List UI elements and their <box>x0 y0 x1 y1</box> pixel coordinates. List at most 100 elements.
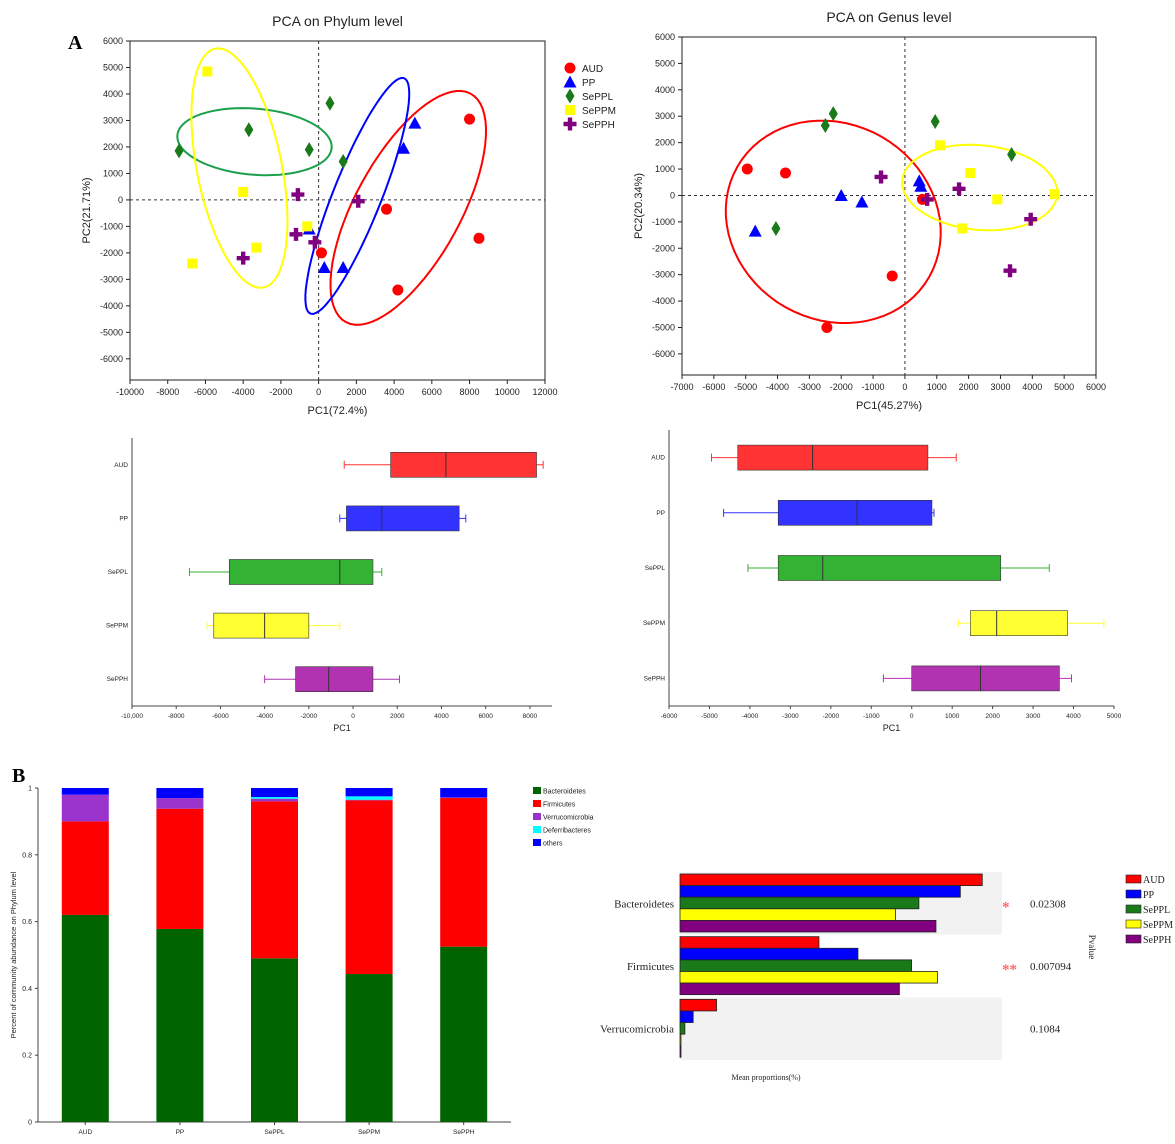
bar-aud-firmicutes <box>679 936 820 949</box>
x-axis-label: PC1 <box>333 723 351 733</box>
x-tick-label: 10000 <box>495 387 520 397</box>
box-aud <box>737 444 929 471</box>
y-tick-label: -5000 <box>100 327 123 337</box>
x-tick-label: 5000 <box>1054 382 1074 392</box>
x-tick-label: 12000 <box>532 387 557 397</box>
y-tick-label: 1000 <box>655 164 675 174</box>
bar-verrucomicrobia-aud <box>61 794 109 822</box>
bar-seppl-firmicutes <box>679 959 912 972</box>
x-tick-label: 4000 <box>1022 382 1042 392</box>
y-tick-label: 0 <box>118 195 123 205</box>
group-label-seppm: SePPM <box>643 620 665 627</box>
box-pp <box>777 499 933 526</box>
confidence-ellipse-aud <box>329 90 488 326</box>
point-seppm <box>187 258 198 269</box>
y-tick-label: 0.4 <box>22 986 32 993</box>
bar-deferribacteres-seppm <box>345 796 393 800</box>
point-seppm <box>251 242 262 253</box>
legend-label-seppl: SePPL <box>1143 905 1170 916</box>
y-axis-label: PC2(21.71%) <box>81 177 93 243</box>
y-tick-label: 4000 <box>655 85 675 95</box>
x-tick-label: SePPM <box>358 1129 380 1136</box>
group-label-seppl: SePPL <box>645 565 666 572</box>
x-tick-label: -2000 <box>301 713 318 720</box>
group-label-seppl: SePPL <box>108 569 129 576</box>
legend-marker-aud <box>564 62 576 74</box>
boxplot-phylum-chart: -10,000 -8000 -6000 -4000 -2000 0 2000 4000 6000… <box>106 438 552 733</box>
x-tick-label: 8000 <box>460 387 480 397</box>
legend-swatch-others <box>533 839 541 846</box>
bar-others-seppl <box>251 788 298 798</box>
y-tick-label: 6000 <box>655 32 675 42</box>
x-axis-label: PC1(45.27%) <box>856 400 922 412</box>
pvalue-verrucomicrobia: 0.1084 <box>1030 1024 1061 1036</box>
legend-swatch-bacteroidetes <box>533 787 541 794</box>
x-tick-label: -5000 <box>701 713 718 720</box>
bar-pp-bacteroidetes <box>679 885 961 898</box>
y-tick-label: -6000 <box>100 354 123 364</box>
x-tick-label: 6000 <box>422 387 442 397</box>
x-axis-label: PC1 <box>883 723 901 733</box>
point-seppl <box>244 122 254 138</box>
bar-bacteroidetes-sepph <box>440 946 488 1122</box>
point-pp <box>317 260 331 273</box>
legend-swatch-verrucomicrobia <box>533 813 541 820</box>
point-sepph <box>236 251 250 265</box>
point-pp <box>397 141 411 154</box>
x-tick-label: 0 <box>902 382 907 392</box>
x-tick-label: -5000 <box>734 382 757 392</box>
panel-label-b: B <box>12 765 25 787</box>
legend-label-others: others <box>543 841 563 848</box>
x-tick-label: -2000 <box>823 713 840 720</box>
point-aud <box>392 284 404 296</box>
y-tick-label: 6000 <box>103 36 123 46</box>
bar-others-aud <box>61 788 109 795</box>
confidence-ellipse-aud <box>724 119 942 324</box>
box-pp <box>346 505 460 532</box>
y-tick-label: 0.8 <box>22 852 32 859</box>
point-seppl <box>325 95 335 111</box>
x-tick-label: -6000 <box>702 382 725 392</box>
y-tick-label: -1000 <box>652 217 675 227</box>
bar-aud-verrucomicrobia <box>679 998 717 1012</box>
significance-firmicutes: ** <box>1002 962 1017 978</box>
x-tick-label: PP <box>176 1129 185 1136</box>
box-aud <box>390 451 537 478</box>
y-tick-label: 2000 <box>655 138 675 148</box>
legend-swatch-seppl <box>1125 904 1142 914</box>
bar-others-sepph <box>440 788 488 798</box>
point-sepph <box>291 188 305 202</box>
x-tick-label: 1000 <box>945 713 960 720</box>
category-label-verrucomicrobia: Verrucomicrobia <box>600 1024 674 1036</box>
bar-firmicutes-sepph <box>440 798 488 947</box>
point-aud <box>315 247 327 259</box>
bar-seppm-bacteroidetes <box>679 908 896 921</box>
y-tick-label: -4000 <box>652 296 675 306</box>
y-tick-label: 0.2 <box>22 1053 32 1060</box>
row-background <box>680 997 1002 1060</box>
legend-label-pp: PP <box>582 78 596 89</box>
x-tick-label: 4000 <box>384 387 404 397</box>
legend-label-seppm: SePPM <box>582 106 616 117</box>
bar-seppl-verrucomicrobia <box>679 1022 686 1035</box>
group-label-aud: AUD <box>114 462 128 469</box>
x-tick-label: 0 <box>316 387 321 397</box>
box-sepph <box>295 666 374 693</box>
point-aud <box>464 113 476 125</box>
point-sepph <box>289 227 303 241</box>
x-tick-label: 0 <box>351 713 355 720</box>
point-seppl <box>174 143 184 159</box>
x-tick-label: 3000 <box>990 382 1010 392</box>
y-tick-label: 1 <box>28 786 32 793</box>
point-seppm <box>992 194 1003 205</box>
legend-swatch-pp <box>1125 889 1142 899</box>
x-tick-label: 5000 <box>1107 713 1122 720</box>
bar-bacteroidetes-seppl <box>251 958 298 1122</box>
pvalue-axis-label: Pvalue <box>1087 935 1097 960</box>
bar-firmicutes-seppl <box>251 801 298 959</box>
bar-sepph-firmicutes <box>679 982 900 996</box>
x-tick-label: 2000 <box>985 713 1000 720</box>
box-seppm <box>213 612 310 639</box>
point-aud <box>821 321 833 333</box>
